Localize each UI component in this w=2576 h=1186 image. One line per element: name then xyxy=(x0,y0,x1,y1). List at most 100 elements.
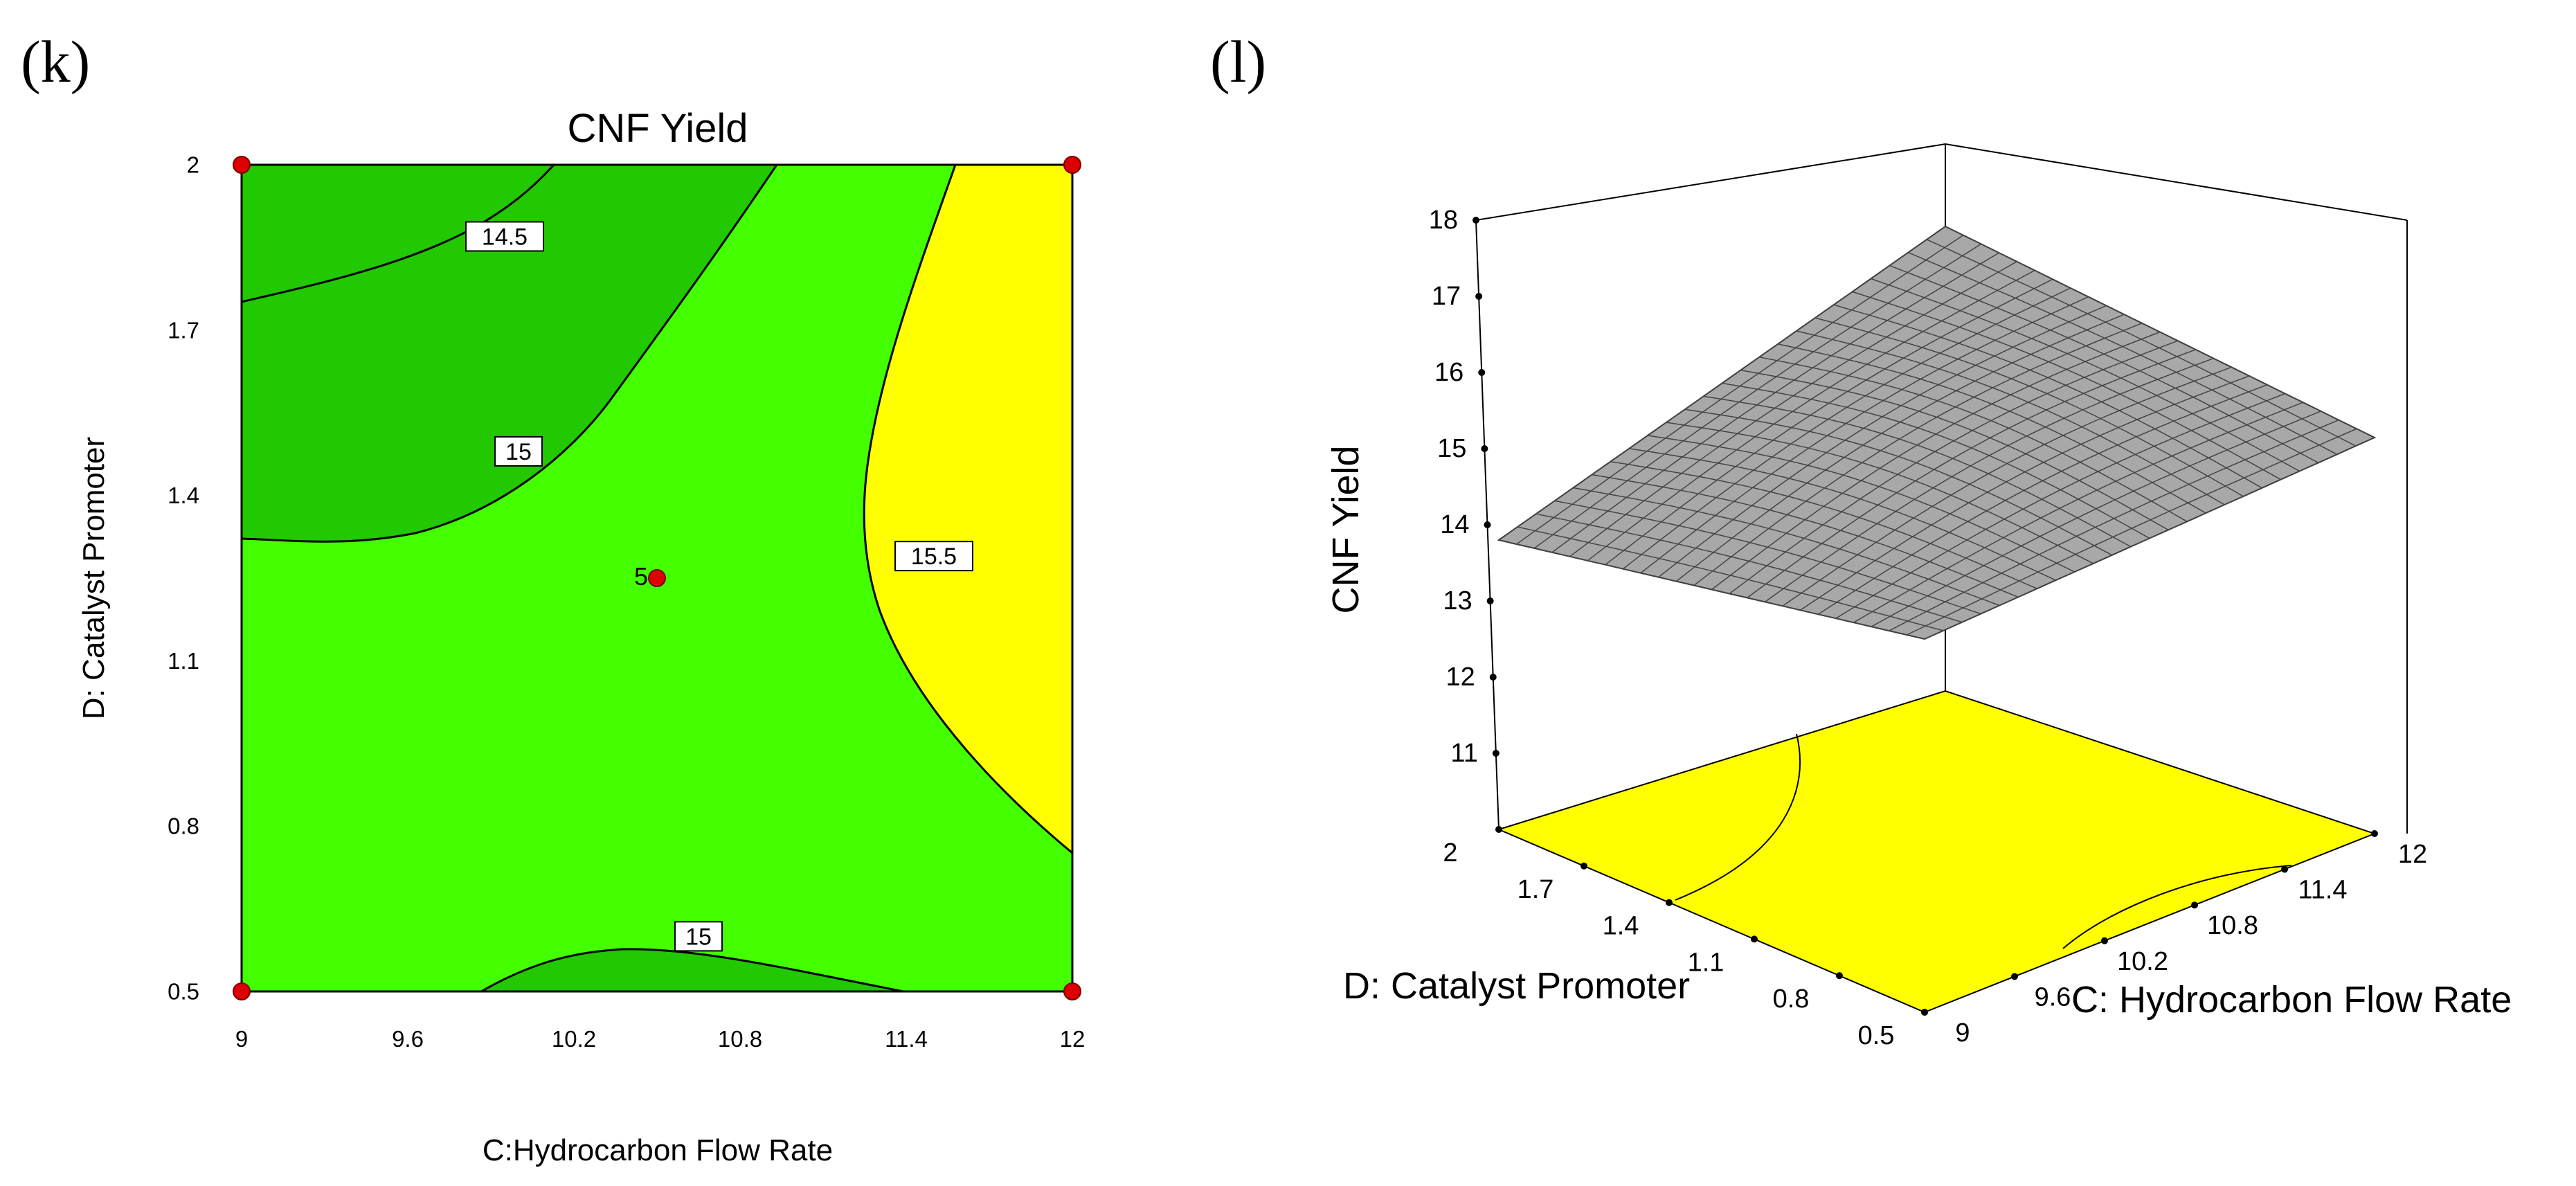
d-tick-mark xyxy=(1666,899,1673,906)
d-tick-label: 0.8 xyxy=(1773,985,1810,1014)
z-axis: 11 12 13 14 15 16 17 18 xyxy=(1429,206,1499,768)
contour-label-box xyxy=(465,221,544,252)
z-tick-label: 15 xyxy=(1437,434,1466,463)
surface-mesh-line xyxy=(1926,239,2357,447)
high-zone-fill xyxy=(864,165,1072,853)
y-tick-label: 1.4 xyxy=(168,483,199,508)
design-point xyxy=(233,982,251,1000)
x-tick-label: 9.6 xyxy=(392,1026,424,1052)
contour-label: 15 xyxy=(674,921,723,952)
surface-mesh-line xyxy=(1907,428,2357,636)
z-tick-label: 18 xyxy=(1429,206,1458,235)
contour-plot-area xyxy=(242,165,1072,991)
surface-plot: 11 12 13 14 15 16 17 18 0.5 0.8 1.1 1.4 … xyxy=(1325,143,2512,1050)
d-axis-title: D: Catalyst Promoter xyxy=(1343,965,1690,1007)
low-zone-fill-upper-left xyxy=(242,165,777,542)
surface-mesh-line xyxy=(1853,402,2303,623)
c-tick-mark xyxy=(2011,973,2018,980)
z-tick-label: 16 xyxy=(1434,358,1463,387)
c-tick-label: 10.2 xyxy=(2117,947,2168,976)
c-tick-mark xyxy=(2371,830,2378,837)
y-tick-label: 1.1 xyxy=(168,648,199,674)
y-tick-label: 1.7 xyxy=(168,317,199,343)
c-tick-mark xyxy=(1921,1009,1928,1016)
contour-line-15-upper xyxy=(242,165,778,543)
contour-label-text: 15 xyxy=(685,924,712,950)
y-tick-label: 0.8 xyxy=(168,814,199,839)
d-tick-mark xyxy=(1580,862,1587,870)
contour-line-14-5 xyxy=(242,165,555,303)
z-tick-mark xyxy=(1486,598,1494,604)
chart-title: CNF Yield xyxy=(567,106,748,151)
design-point xyxy=(1063,982,1081,1000)
z-tick-label: 13 xyxy=(1443,586,1472,616)
z-axis-title: CNF Yield xyxy=(1325,445,1367,613)
floor-contour-line xyxy=(1675,733,1801,901)
c-tick-label: 11.4 xyxy=(2298,876,2347,905)
surface-mesh xyxy=(1498,226,2375,640)
d-tick-mark xyxy=(1836,972,1843,980)
plot-frame xyxy=(240,163,1074,993)
panel-label-l: (l) xyxy=(1210,28,1266,95)
c-tick-label: 9.6 xyxy=(2035,982,2071,1012)
contour-label-box xyxy=(674,921,723,952)
contour-label-box xyxy=(494,435,543,467)
c-tick-mark xyxy=(2191,901,2198,909)
z-tick-mark xyxy=(1475,293,1483,300)
z-tick-mark xyxy=(1492,750,1499,757)
surface-mesh-line xyxy=(1871,411,2321,627)
x-tick-label: 9 xyxy=(235,1026,248,1052)
response-surface xyxy=(1497,225,2377,640)
contour-label-box xyxy=(894,541,973,572)
d-tick-label: 2 xyxy=(1443,838,1457,868)
z-tick-label: 17 xyxy=(1432,282,1461,311)
z-tick-label: 12 xyxy=(1445,663,1475,692)
z-tick-mark xyxy=(1478,369,1486,376)
d-tick-label: 1.4 xyxy=(1603,912,1639,941)
z-tick-label: 11 xyxy=(1450,739,1477,768)
d-tick-label: 0.5 xyxy=(1858,1021,1895,1050)
contour-label: 15.5 xyxy=(894,541,973,572)
center-point-label: 5 xyxy=(634,562,648,591)
design-point xyxy=(233,156,251,174)
contour-label-text: 15 xyxy=(505,439,532,465)
x-tick-label: 10.2 xyxy=(552,1026,596,1052)
box-top-back-edges xyxy=(1475,143,2408,221)
d-tick-mark xyxy=(1751,935,1758,943)
contour-line-15-5 xyxy=(863,165,1072,854)
d-tick-mark xyxy=(1495,826,1502,833)
y-axis-title: D: Catalyst Promoter xyxy=(77,437,111,719)
z-tick-mark xyxy=(1481,445,1488,452)
design-point xyxy=(1063,156,1081,174)
z-tick-mark xyxy=(1484,521,1491,528)
surface-mesh-line xyxy=(1889,264,2319,464)
c-tick-label: 9 xyxy=(1955,1018,1970,1048)
x-tick-label: 11.4 xyxy=(885,1026,928,1052)
z-tick-mark xyxy=(1489,674,1497,681)
low-zone-fill-bottom xyxy=(481,949,903,991)
c-tick-label: 10.8 xyxy=(2207,911,2258,940)
z-tick-mark xyxy=(1472,217,1479,224)
surface-mesh-line xyxy=(1889,419,2339,631)
c-tick-mark xyxy=(2101,937,2108,944)
x-tick-label: 10.8 xyxy=(718,1026,762,1052)
c-tick-mark xyxy=(2281,865,2288,873)
d-tick-label: 1.1 xyxy=(1688,948,1724,977)
d-tick-label: 1.7 xyxy=(1517,875,1554,904)
x-axis: 9 9.6 10.2 10.8 11.4 12 xyxy=(235,1026,1086,1052)
surface-mesh-line xyxy=(1924,437,2375,640)
floor-contour-line xyxy=(2062,865,2292,949)
y-axis: 0.5 0.8 1.1 1.4 1.7 2 xyxy=(168,152,199,1005)
x-axis-title: C:Hydrocarbon Flow Rate xyxy=(483,1133,833,1167)
design-point xyxy=(648,569,666,587)
contour-line-15-lower xyxy=(480,948,904,991)
c-axis-title: C: Hydrocarbon Flow Rate xyxy=(2071,979,2512,1021)
design-points xyxy=(233,156,1081,1000)
contour-label: 14.5 xyxy=(465,221,544,252)
contour-label: 15 xyxy=(494,435,543,467)
surface-mesh-line xyxy=(1945,226,2375,438)
c-axis: 9 9.6 10.2 10.8 11.4 12 xyxy=(1921,830,2427,1048)
floor-contour-plane xyxy=(1497,690,2377,1014)
surface-mesh-line xyxy=(1908,252,2338,455)
